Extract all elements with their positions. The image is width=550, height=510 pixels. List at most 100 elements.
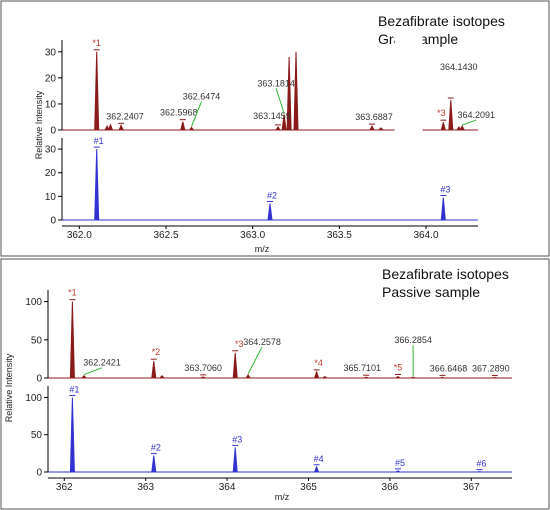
passive-theoretical-spectrum: #1 #2 #3 #4 #5 #6 [48, 384, 512, 473]
grab-theory-peak [267, 203, 273, 221]
grab-sample-peak [459, 125, 465, 131]
grab-sample-spectrum: *1 362.2407 362.5968 362.6474 363.1459 363.18… [62, 38, 495, 131]
grab-sample-peak-label: 364.2091 [457, 110, 495, 120]
grab-sample-peak [369, 125, 375, 131]
passive-sample-peak [492, 376, 497, 379]
grab-sample-peak-label: 363.6887 [355, 112, 393, 122]
passive-sample-peak [159, 374, 165, 379]
passive-sample-peak [440, 376, 445, 379]
grab-sample-peak [104, 125, 110, 131]
grab-theory-peak [94, 149, 100, 221]
passive-theory-peak [395, 470, 401, 473]
passive-theory-peak-label: #6 [476, 459, 486, 469]
passive-sample-peak-label: *3 [235, 339, 244, 349]
passive-x-axis-label: m/z [275, 492, 290, 502]
passive-sample-spectrum: *1 362.2421 *2 363.7060 *3 364.2578 *4 365.7101… [48, 288, 512, 379]
passive-sample-peak-label: 362.2421 [83, 358, 121, 368]
grab-sample-y-tick-label: 20 [45, 73, 57, 84]
grab-sample-y-tick-label: 10 [45, 99, 57, 110]
passive-x-tick-label: 364 [219, 482, 236, 493]
passive-sample-peak-label: 365.7101 [344, 363, 382, 373]
passive-x-tick-label: 362 [56, 482, 73, 493]
grab-sample-peak [118, 124, 124, 131]
grab-theoretical-spectrum: #1 #2 #3 [62, 136, 478, 221]
passive-theory-peak-label: #4 [314, 454, 324, 464]
passive-sample-peak [245, 373, 251, 379]
passive-sample-peak-label: *5 [394, 362, 403, 372]
passive-sample-peak [364, 376, 369, 379]
grab-sample-peak [440, 122, 446, 131]
passive-axes: 0 50 100 0 50 100 362 363 364 365 366 367 [25, 290, 512, 493]
passive-sample-peak [69, 301, 75, 379]
panel-grab-frame [0, 0, 550, 257]
panel-grab-title: Bezafibrate isotopes [378, 13, 505, 29]
passive-sample-peak [322, 375, 328, 379]
passive-x-tick-label: 366 [382, 482, 399, 493]
grab-sample-peak-label: 363.1814 [257, 78, 295, 88]
passive-theory-peak [69, 397, 75, 473]
grab-sample-peak [286, 56, 292, 131]
grab-sample-peak-label: *1 [92, 38, 101, 48]
passive-sample-peak [314, 370, 320, 379]
passive-theory-peak [232, 447, 238, 473]
passive-sample-peak-label: *1 [68, 288, 77, 298]
grab-x-tick-label: 362.0 [67, 230, 92, 241]
grab-sample-peak-label: 362.6474 [183, 91, 221, 101]
grab-sample-peak [94, 51, 100, 131]
passive-sample-peak [151, 361, 157, 379]
grab-sample-callout-line [275, 88, 285, 114]
grab-theory-y-tick-label: 0 [50, 216, 56, 227]
passive-y-axis-label: Relative Intensity [4, 353, 14, 422]
grab-sample-peak [281, 114, 287, 131]
grab-sample-peak-label: *3 [437, 108, 446, 118]
grab-theory-peak-label: #1 [94, 136, 104, 146]
grab-sample-callout-line [191, 101, 203, 127]
passive-theory-peak-label: #3 [232, 434, 242, 444]
grab-sample-peak-label: 364.1430 [440, 62, 478, 72]
grab-x-tick-label: 363.0 [240, 230, 265, 241]
grab-sample-peak [189, 126, 194, 131]
grab-sample-peak-label: 362.2407 [106, 111, 144, 121]
passive-sample-peak [395, 375, 401, 379]
grab-sample-peak [378, 127, 384, 131]
grab-x-axis-label: m/z [255, 244, 270, 254]
grab-theory-y-tick-label: 20 [45, 168, 57, 179]
passive-sample-peak-label: 363.7060 [184, 363, 222, 373]
grab-theory-peak-label: #3 [440, 185, 450, 195]
grab-sample-peak-label: 363.1459 [253, 111, 291, 121]
grab-sample-peak [293, 51, 299, 131]
passive-x-tick-label: 363 [137, 482, 154, 493]
passive-sample-y-tick-label: 50 [31, 335, 43, 346]
passive-theory-peak-label: #2 [151, 443, 161, 453]
passive-sample-peak-label: 364.2578 [243, 337, 281, 347]
passive-sample-callout-line [247, 346, 263, 375]
passive-sample-peak-label: *4 [314, 358, 323, 368]
passive-theory-peak [151, 455, 157, 473]
passive-theory-y-tick-label: 50 [31, 430, 43, 441]
panel-passive-title: Bezafibrate isotopes [382, 266, 509, 282]
grab-sample-peak [275, 125, 281, 131]
passive-sample-peak [81, 374, 87, 379]
passive-sample-peak [200, 376, 206, 379]
grab-sample-peak [448, 99, 454, 131]
passive-sample-peak-label: 367.2890 [472, 364, 510, 374]
grab-x-tick-label: 362.5 [153, 230, 178, 241]
passive-theory-peak-label: #1 [69, 384, 79, 394]
passive-sample-peak-label: 366.6468 [430, 363, 468, 373]
passive-x-tick-label: 367 [463, 482, 480, 493]
grab-sample-peak [108, 123, 113, 131]
grab-sample-callout-line [462, 119, 477, 126]
grab-y-axis-label: Relative Intensity [34, 90, 44, 159]
passive-theory-peak [314, 465, 320, 473]
grab-theory-peak-label: #2 [267, 190, 277, 200]
passive-sample-peak [410, 376, 416, 379]
passive-theory-y-tick-label: 100 [25, 393, 42, 404]
passive-sample-peak [232, 352, 238, 379]
grab-sample-peak [180, 121, 186, 131]
panel-passive-frame [0, 258, 550, 510]
passive-sample-peak-label: *2 [152, 347, 161, 357]
grab-sample-y-tick-label: 30 [45, 47, 57, 58]
passive-theory-y-tick-label: 0 [36, 468, 42, 479]
grab-axes: 0 10 20 30 0 10 20 30 362.0 362.5 363.0 363.5 364.0 [45, 32, 478, 241]
